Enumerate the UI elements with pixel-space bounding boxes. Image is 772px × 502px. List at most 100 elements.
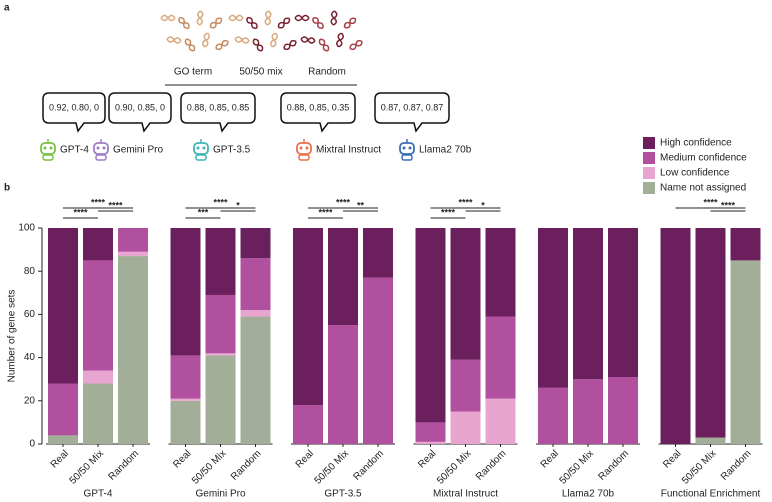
x-tick-label: 50/50 Mix: [680, 448, 718, 486]
bar-segment: [240, 310, 271, 317]
x-tick-label: Real: [294, 448, 316, 470]
model-name: Gemini Pro: [113, 145, 163, 156]
significance-label: ****: [213, 197, 228, 207]
bar-segment: [118, 251, 148, 257]
robot-icon: [193, 142, 209, 155]
robot-icon: [96, 146, 100, 150]
dna-icon: [294, 14, 310, 22]
x-tick-label: Real: [661, 448, 683, 470]
group-label: Gemini Pro: [195, 489, 245, 500]
y-tick-label: 80: [24, 266, 36, 277]
bar-segment: [485, 228, 516, 317]
bar-segment: [538, 228, 568, 388]
bar-segment: [573, 379, 603, 444]
x-tick-label: Random: [719, 448, 754, 483]
bar-segment: [83, 260, 113, 371]
x-tick-label: Random: [106, 448, 141, 483]
bar-segment: [48, 435, 78, 444]
significance-label: ****: [458, 197, 473, 207]
bar-segment: [730, 260, 761, 444]
group-label: Mixtral Instruct: [433, 489, 498, 500]
legend-swatch: [643, 182, 655, 194]
dna-icon: [184, 39, 196, 51]
bar-segment: [485, 316, 516, 399]
dna-icon: [331, 10, 337, 26]
dna-icon: [166, 37, 182, 43]
robot-icon: [401, 154, 413, 161]
speech-bubble: [42, 92, 106, 133]
dna-icon: [318, 39, 330, 51]
bar-segment: [170, 228, 201, 356]
robot-icon: [95, 154, 107, 161]
speech-bubble: [108, 92, 172, 133]
score-text: 0.87, 0.87, 0.87: [381, 102, 444, 112]
bar-segment: [485, 398, 516, 444]
legend-label: High confidence: [660, 138, 732, 149]
robot-icon: [299, 146, 303, 150]
dna-icon: [252, 39, 264, 51]
significance-label: ****: [441, 207, 456, 217]
group-label: GPT-3.5: [324, 489, 362, 500]
bar-segment: [730, 228, 761, 261]
bar-segment: [170, 400, 201, 444]
robot-icon: [402, 146, 406, 150]
dna-icon: [246, 17, 258, 29]
bar-segment: [415, 441, 446, 444]
significance-label: ****: [91, 197, 106, 207]
y-tick-label: 40: [24, 352, 36, 363]
bar-segment: [363, 228, 393, 278]
dataset-label: GO term: [174, 67, 212, 78]
legend-swatch: [643, 137, 655, 149]
robot-icon: [43, 146, 47, 150]
bar-segment: [83, 370, 113, 384]
model-name: GPT-3.5: [213, 145, 251, 156]
score-text: 0.90, 0.85, 0: [115, 102, 165, 112]
x-tick-label: Real: [171, 448, 193, 470]
robot-icon: [305, 146, 309, 150]
bar-segment: [118, 256, 148, 444]
bar-segment: [205, 355, 236, 444]
robot-icon: [408, 146, 412, 150]
robot-icon: [40, 142, 56, 155]
dna-icon: [228, 14, 244, 22]
robot-icon: [49, 146, 53, 150]
bar-segment: [450, 411, 481, 444]
dna-icon: [234, 37, 250, 43]
x-tick-label: Random: [229, 448, 264, 483]
bar-segment: [415, 228, 446, 423]
bar-segment: [83, 383, 113, 444]
bar-segment: [573, 228, 603, 380]
x-tick-label: 50/50 Mix: [313, 448, 351, 486]
robot-icon: [195, 154, 207, 161]
y-tick-label: 60: [24, 309, 36, 320]
dna-icon: [265, 10, 271, 26]
legend-label: Medium confidence: [660, 153, 747, 164]
bar-segment: [608, 377, 638, 444]
bar-segment: [660, 228, 691, 444]
dna-icon: [271, 32, 277, 48]
x-tick-label: Random: [351, 448, 386, 483]
bar-segment: [450, 359, 481, 412]
x-tick-label: Random: [474, 448, 509, 483]
y-axis-label: Number of gene sets: [7, 290, 18, 383]
x-tick-label: Real: [416, 448, 438, 470]
dna-icon: [349, 39, 363, 51]
score-text: 0.88, 0.85, 0.35: [287, 102, 350, 112]
significance-label: ****: [108, 200, 123, 210]
bar-segment: [48, 383, 78, 436]
bar-segment: [240, 316, 271, 444]
dna-icon: [197, 10, 203, 26]
bar-segment: [695, 437, 726, 444]
y-tick-label: 20: [24, 395, 36, 406]
robot-icon: [196, 146, 200, 150]
significance-label: ****: [73, 207, 88, 217]
significance-label: *: [481, 200, 485, 210]
dna-icon: [344, 17, 356, 29]
significance-label: ****: [703, 197, 718, 207]
dna-icon: [337, 32, 343, 48]
x-tick-label: Real: [49, 448, 71, 470]
x-tick-label: 50/50 Mix: [68, 448, 106, 486]
dna-icon: [203, 32, 209, 48]
model-name: Llama2 70b: [419, 145, 472, 156]
